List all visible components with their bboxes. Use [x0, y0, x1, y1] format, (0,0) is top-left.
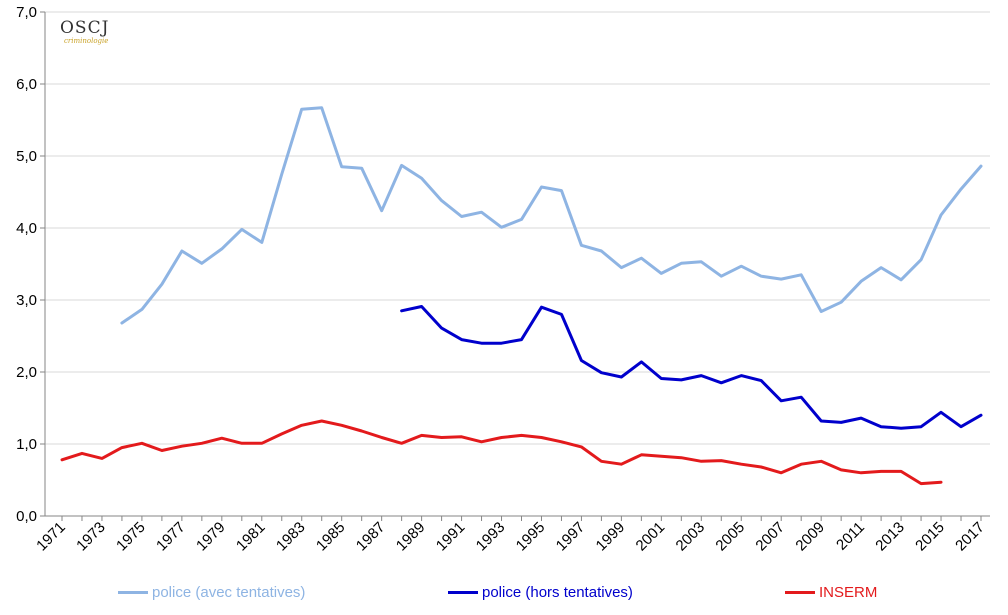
y-tick-label: 6,0 — [16, 76, 37, 93]
legend-item-inserm: INSERM — [785, 582, 877, 602]
logo-text: OSCJ — [60, 18, 109, 38]
x-tick-label: 1993 — [473, 519, 509, 555]
x-tick-label: 1985 — [313, 519, 349, 555]
x-tick-label: 2017 — [952, 519, 988, 555]
x-tick-label: 2015 — [912, 519, 948, 555]
x-tick-label: 1971 — [33, 519, 69, 555]
x-tick-label: 1983 — [273, 519, 309, 555]
x-tick-label: 2003 — [673, 519, 709, 555]
legend-swatch-police-avec-tentatives — [118, 590, 148, 594]
y-tick-label: 7,0 — [16, 4, 37, 21]
x-tick-label: 1999 — [593, 519, 629, 555]
x-tick-label: 1995 — [513, 519, 549, 555]
x-tick-label: 2011 — [833, 519, 868, 554]
y-tick-label: 0,0 — [16, 508, 37, 525]
x-tick-label: 2001 — [633, 519, 669, 555]
y-tick-label: 1,0 — [16, 436, 37, 453]
y-tick-label: 4,0 — [16, 220, 37, 237]
x-tick-label: 1979 — [193, 519, 229, 555]
series-line-police-avec-tentatives — [120, 106, 983, 325]
legend-item-police-hors-tentatives: police (hors tentatives) — [448, 582, 633, 602]
x-tick-label: 2007 — [752, 519, 788, 555]
x-tick-label: 2009 — [792, 519, 828, 555]
legend-swatch-inserm — [785, 590, 815, 594]
legend-label-inserm: INSERM — [819, 583, 878, 601]
axes — [40, 11, 990, 521]
series-line-inserm — [60, 419, 943, 486]
legend-item-police-avec-tentatives: police (avec tentatives) — [118, 582, 305, 602]
y-tick-label: 2,0 — [16, 364, 37, 381]
x-tick-label: 1973 — [73, 519, 109, 555]
x-tick-label: 1997 — [553, 519, 589, 555]
x-tick-label: 1981 — [233, 519, 269, 555]
x-tick-label: 1991 — [433, 519, 469, 555]
x-tick-label: 2005 — [712, 519, 748, 555]
logo-subtext: criminologie — [64, 37, 108, 45]
y-tick-label: 5,0 — [16, 148, 37, 165]
y-tick-label: 3,0 — [16, 292, 37, 309]
series-line-police-hors-tentatives — [400, 305, 983, 430]
x-axis-ticks: 1971 1973 1975 1977 1979 1981 1983 1985 1987 1989… — [33, 519, 988, 555]
legend-label-police-hors-tentatives: police (hors tentatives) — [482, 583, 633, 601]
x-tick-label: 1989 — [393, 519, 429, 555]
x-tick-label: 1977 — [153, 519, 189, 555]
legend-label-police-avec-tentatives: police (avec tentatives) — [152, 583, 306, 601]
x-tick-label: 1987 — [353, 519, 389, 555]
legend-swatch-police-hors-tentatives — [448, 590, 478, 594]
x-tick-label: 1975 — [113, 519, 149, 555]
series-lines — [60, 106, 983, 486]
y-axis-ticks: 0,0 1,0 2,0 3,0 4,0 5,0 6,0 7,0 — [16, 4, 37, 525]
x-tick-label: 2013 — [872, 519, 908, 555]
logo: OSCJ criminologie — [60, 18, 109, 45]
gridlines — [45, 11, 990, 445]
